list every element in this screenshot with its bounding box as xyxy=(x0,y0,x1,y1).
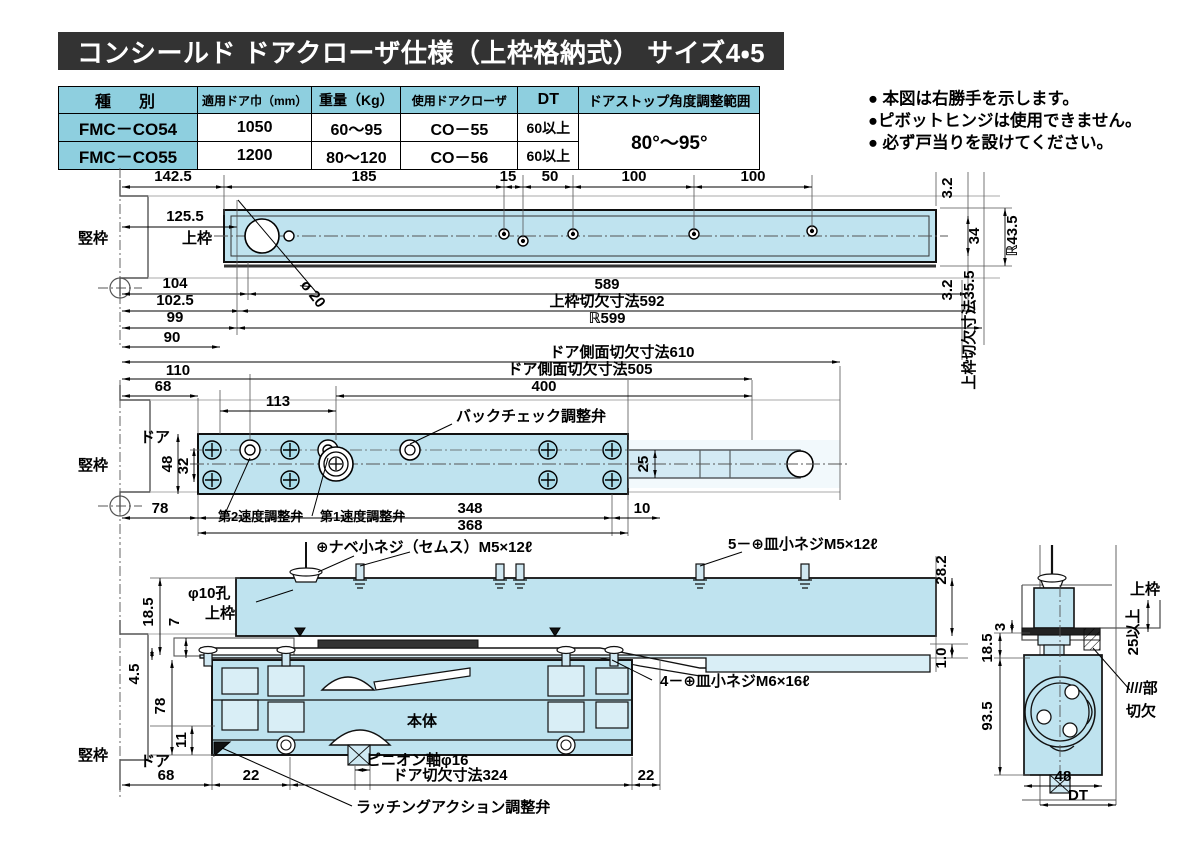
dim-3-2-top: 3.2 xyxy=(939,178,956,199)
callout-pan-head-screw: ⊕ナベ小ネジ（セムス）M5×12ℓ xyxy=(316,538,532,556)
dim-22-right: 22 xyxy=(638,767,655,784)
dim-4-5: 4.5 xyxy=(126,664,143,685)
cell-stop-range: 80°～95° xyxy=(578,113,761,170)
dim-door-notch-324: ドア切欠寸法324 xyxy=(392,766,508,784)
note-item-2: ●ピボットヒンジは使用できません。 xyxy=(868,112,1142,130)
dim-78-mid: 78 xyxy=(152,500,169,517)
dim-368: 368 xyxy=(457,517,482,534)
dim-68-bottom: 68 xyxy=(158,767,175,784)
dim-25: 25 xyxy=(635,456,652,473)
dim-142-5: 142.5 xyxy=(154,168,192,185)
label-door-mid: ドア xyxy=(140,429,170,446)
dim-15: 15 xyxy=(500,168,517,185)
column-header-dt: DT xyxy=(517,86,580,114)
cell-door-width-2: 1200 xyxy=(196,141,313,170)
dim-104: 104 xyxy=(162,275,188,292)
dim-34: 34 xyxy=(966,227,983,244)
column-header-weight: 重量（Kg） xyxy=(311,86,402,114)
label-head-frame-top: 上枠 xyxy=(182,229,212,247)
section-view-group xyxy=(994,545,1161,807)
callout-backcheck-valve: バックチェック調整弁 xyxy=(456,407,606,425)
dim-r599: ℝ599 xyxy=(588,310,625,327)
label-hatch-part: ////部 xyxy=(1126,680,1158,697)
dim-11: 11 xyxy=(173,732,190,748)
note-item-1: ● 本図は右勝手を示します。 xyxy=(868,90,1079,108)
label-vertical-frame-mid: 竪枠 xyxy=(78,456,108,474)
label-vertical-frame-top: 竪枠 xyxy=(78,229,108,247)
dim-589: 589 xyxy=(594,276,619,293)
spec-table: 種 別 適用ドア巾（mm） 重量（Kg） 使用ドアクローザ DT ドアストップ角… xyxy=(58,86,761,170)
table-header-row: 種 別 適用ドア巾（mm） 重量（Kg） 使用ドアクローザ DT ドアストップ角… xyxy=(58,86,761,114)
dim-18-5-bottom: 18.5 xyxy=(140,597,157,626)
dim-28-2: 28.2 xyxy=(933,555,950,584)
note-head-frame-notch-35-5: 上枠切欠寸法35.5 xyxy=(960,270,978,389)
callout-flat-screw-m6: 4－⊕皿小ネジM6×16ℓ xyxy=(660,673,810,690)
dim-door-side-notch-610: ドア側面切欠寸法610 xyxy=(549,343,694,361)
page-title: コンシールド ドアクローザ仕様（上枠格納式） サイズ4・5 xyxy=(58,32,784,70)
top-view-group xyxy=(98,168,1012,360)
label-vertical-frame-bottom: 竪枠 xyxy=(78,746,108,764)
cell-door-width-1: 1050 xyxy=(196,113,313,142)
dim-93-5: 93.5 xyxy=(979,701,996,730)
dim-10: 10 xyxy=(634,500,651,517)
dim-110: 110 xyxy=(166,362,190,379)
label-25-above: 25以上 xyxy=(1125,609,1142,656)
dim-3-section: 3 xyxy=(992,623,1009,631)
dim-50: 50 xyxy=(542,168,559,185)
dim-7: 7 xyxy=(166,618,183,626)
table-row: FMC－CO54 1050 60～95 CO－55 60以上 80°～95° xyxy=(58,113,761,170)
dim-348: 348 xyxy=(457,500,482,517)
callout-speed1-valve: 第1速度調整弁 xyxy=(319,509,405,524)
bottom-view-group xyxy=(119,542,968,807)
cell-kind-2: FMC－CO55 xyxy=(58,141,198,170)
callout-hole-10: φ10孔 xyxy=(188,585,230,602)
dim-48: 48 xyxy=(159,456,176,473)
label-dt-section: DT xyxy=(1068,787,1088,804)
label-head-frame-section: 上枠 xyxy=(1130,580,1160,598)
dim-99: 99 xyxy=(167,309,184,326)
cell-dt-2: 60以上 xyxy=(517,141,580,170)
dim-32: 32 xyxy=(175,458,192,475)
dim-125-5: 125.5 xyxy=(166,208,204,225)
column-header-closer: 使用ドアクローザ xyxy=(400,86,519,114)
callout-latching-action-valve: ラッチングアクション調整弁 xyxy=(356,798,550,816)
dim-400: 400 xyxy=(531,378,556,395)
dim-1-0: 1.0 xyxy=(933,648,950,669)
cell-weight-2: 80～120 xyxy=(311,141,402,170)
dim-head-frame-notch-592: 上枠切欠寸法592 xyxy=(549,292,664,310)
cell-weight-1: 60～95 xyxy=(311,113,402,142)
dim-r43-5: ℝ43.5 xyxy=(1004,215,1021,256)
dim-100-b: 100 xyxy=(740,168,765,185)
cell-dt-1: 60以上 xyxy=(517,113,580,142)
dim-68-mid: 68 xyxy=(155,378,172,395)
callout-pinion-shaft: ピニオン軸φ16 xyxy=(366,751,468,769)
label-body: 本体 xyxy=(406,712,438,730)
dim-185: 185 xyxy=(351,168,376,185)
dim-3-2-bottom: 3.2 xyxy=(939,280,956,301)
callout-flat-screw-m5: 5－⊕皿小ネジM5×12ℓ xyxy=(728,536,878,553)
dim-102-5: 102.5 xyxy=(156,292,194,309)
mid-view-group xyxy=(98,345,848,545)
column-header-stop-range: ドアストップ角度調整範囲 xyxy=(578,86,761,114)
cell-closer-1: CO－55 xyxy=(400,113,519,142)
dim-113: 113 xyxy=(266,393,290,410)
dim-22-left: 22 xyxy=(243,767,260,784)
notes-block: ● 本図は右勝手を示します。 ●ピボットヒンジは使用できません。 ● 必ず戸当り… xyxy=(868,88,1198,154)
note-item-3: ● 必ず戸当りを設けてください。 xyxy=(868,134,1114,152)
label-cutout: 切欠 xyxy=(1126,702,1156,720)
dim-90: 90 xyxy=(164,329,181,346)
dim-door-side-notch-505: ドア側面切欠寸法505 xyxy=(507,360,652,378)
cell-kind-1: FMC－CO54 xyxy=(58,113,198,142)
callout-speed2-valve: 第2速度調整弁 xyxy=(217,509,303,524)
table-row: FMC－CO55 1200 80～120 CO－56 60以上 xyxy=(58,141,760,170)
dim-100-a: 100 xyxy=(621,168,646,185)
dim-78-bottom: 78 xyxy=(152,698,169,715)
dim-18-5-section: 18.5 xyxy=(979,633,996,662)
label-door-bottom: ドア xyxy=(140,753,170,770)
dim-48: 48 xyxy=(1055,768,1072,785)
label-head-frame-bottom: 上枠 xyxy=(205,604,235,622)
